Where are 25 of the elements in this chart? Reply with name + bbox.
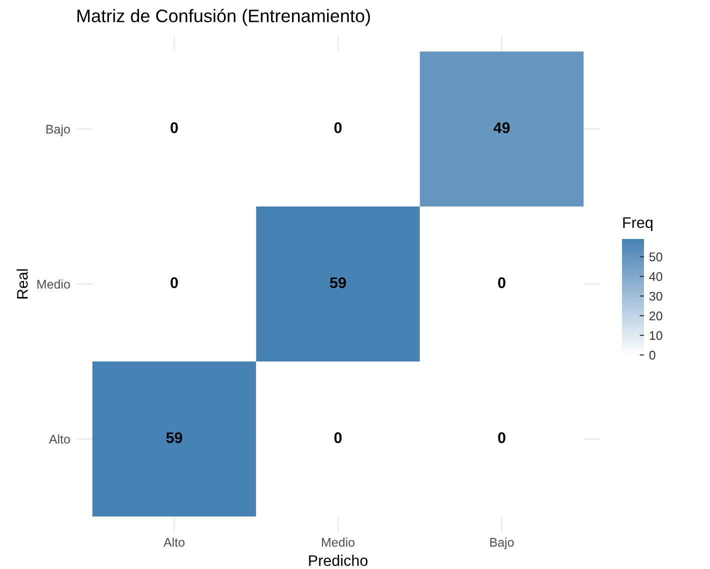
data-label: 0	[334, 432, 342, 444]
color-bar-label: 30	[649, 292, 662, 301]
data-label: 0	[498, 277, 506, 288]
y-tick-label: Bajo	[46, 124, 70, 136]
x-tick-label: Bajo	[490, 538, 514, 550]
data-label: 49	[493, 122, 510, 134]
data-label: 0	[170, 277, 178, 288]
x-axis-title: Predicho	[309, 554, 368, 566]
color-bar-label: 40	[649, 272, 662, 282]
data-label: 59	[166, 432, 182, 444]
x-tick-label: Medio	[322, 538, 354, 547]
chart-title: Matriz de Confusión (Entrenamiento)	[77, 8, 370, 26]
y-tick-label: Alto	[48, 434, 70, 444]
data-label: 0	[498, 432, 506, 444]
data-label: 59	[330, 277, 346, 288]
y-axis-title: Real	[16, 269, 28, 298]
y-tick-label: Medio	[37, 279, 70, 289]
color-bar-label: 50	[649, 252, 662, 262]
color-bar-label: 20	[649, 311, 662, 320]
color-bar-label: 10	[650, 331, 662, 340]
legend-title: Freq	[623, 217, 652, 232]
data-label: 0	[334, 122, 342, 134]
data-label: 0	[170, 122, 178, 134]
color-bar-label: 0	[649, 350, 656, 360]
x-tick-label: Alto	[164, 538, 184, 547]
